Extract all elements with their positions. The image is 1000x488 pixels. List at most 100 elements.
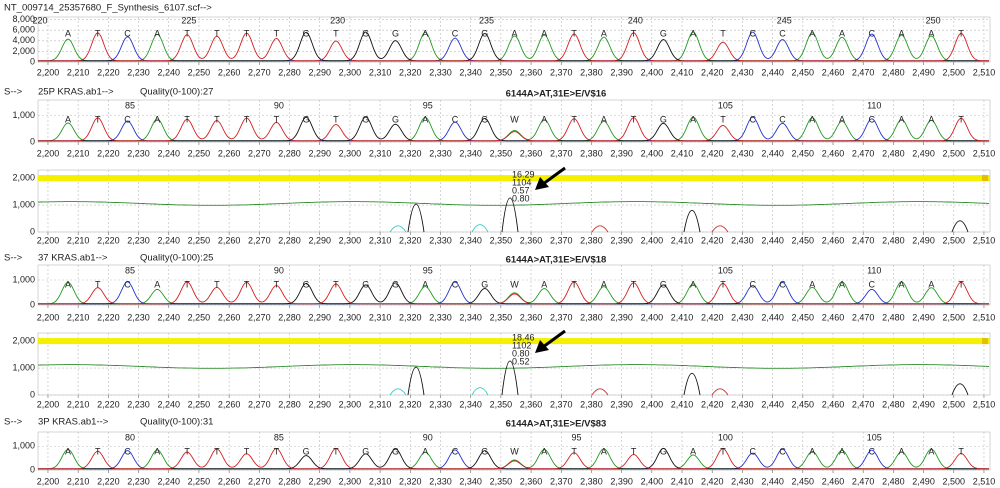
base-call: C <box>124 446 131 456</box>
x-tick-label: 2,340 <box>459 235 482 245</box>
sample-name: 37 KRAS.ab1--> <box>38 253 108 264</box>
x-tick-label: 2,350 <box>490 67 513 77</box>
x-tick-label: 2,280 <box>278 399 301 409</box>
arrow <box>542 166 566 186</box>
base-call: A <box>928 279 934 289</box>
x-tick-label: 2,220 <box>97 235 120 245</box>
y-tick-label: 1,000 <box>12 199 35 209</box>
x-tick-label: 2,350 <box>490 235 513 245</box>
x-tick-label: 2,390 <box>610 148 633 158</box>
base-position: 95 <box>572 432 582 442</box>
x-tick-label: 2,400 <box>641 312 664 322</box>
base-call: A <box>839 446 845 456</box>
x-tick-label: 2,460 <box>822 312 845 322</box>
x-tick-label: 2,450 <box>792 312 815 322</box>
x-tick-label: 2,280 <box>278 235 301 245</box>
x-tick-label: 2,360 <box>520 67 543 77</box>
x-tick-label: 2,410 <box>671 235 694 245</box>
x-tick-label: 2,470 <box>852 399 875 409</box>
x-tick-label: 2,320 <box>399 235 422 245</box>
base-call: T <box>274 114 280 124</box>
base-call: G <box>481 114 488 124</box>
x-tick-label: 2,280 <box>278 148 301 158</box>
x-tick-label: 2,490 <box>912 399 935 409</box>
x-tick-label: 2,460 <box>822 476 845 486</box>
y-tick-label: 1,000 <box>12 441 35 451</box>
x-tick-label: 2,270 <box>248 399 271 409</box>
x-tick-label: 2,300 <box>339 235 362 245</box>
base-call: T <box>720 114 726 124</box>
base-call: C <box>779 114 786 124</box>
base-call: T <box>720 28 726 38</box>
base-call: T <box>571 114 577 124</box>
base-call: C <box>779 446 786 456</box>
base-position: 105 <box>718 100 733 110</box>
x-tick-label: 2,410 <box>671 399 694 409</box>
y-tick-label: 0 <box>30 389 35 399</box>
sample-prefix: S--> <box>4 87 23 98</box>
x-tick-label: 2,220 <box>97 148 120 158</box>
difference-annotation: 18.46 <box>512 332 535 342</box>
x-tick-label: 2,510 <box>973 148 996 158</box>
x-tick-label: 2,310 <box>369 235 392 245</box>
y-tick-label: 1,000 <box>12 362 35 372</box>
x-tick-label: 2,490 <box>912 312 935 322</box>
trace-t <box>38 117 989 142</box>
base-call: C <box>749 446 756 456</box>
y-tick-label: 1,000 <box>12 274 35 284</box>
x-tick-label: 2,400 <box>641 235 664 245</box>
x-tick-label: 2,410 <box>671 67 694 77</box>
base-call: A <box>541 28 547 38</box>
base-call: G <box>392 114 399 124</box>
arrow-head <box>535 177 549 190</box>
difference-peak <box>683 373 701 396</box>
x-tick-label: 2,300 <box>339 476 362 486</box>
x-tick-label: 2,460 <box>822 148 845 158</box>
base-call: A <box>154 279 160 289</box>
mutation: 6144A>AT,31E>E/V$83 <box>506 419 607 430</box>
difference-peak <box>407 203 425 233</box>
base-call: G <box>660 446 667 456</box>
x-tick-label: 2,270 <box>248 148 271 158</box>
base-call: C <box>779 28 786 38</box>
x-tick-label: 2,200 <box>37 399 60 409</box>
difference-peak <box>711 225 729 233</box>
difference-peak <box>471 387 489 396</box>
base-call: A <box>422 279 428 289</box>
x-tick-label: 2,200 <box>37 67 60 77</box>
base-position: 95 <box>423 100 433 110</box>
y-tick-label: 0 <box>30 56 35 66</box>
x-tick-label: 2,430 <box>731 399 754 409</box>
base-call: A <box>839 28 845 38</box>
base-call: G <box>392 279 399 289</box>
x-tick-label: 2,230 <box>127 476 150 486</box>
x-tick-label: 2,290 <box>308 399 331 409</box>
difference-peak <box>683 210 701 233</box>
base-position: 240 <box>628 15 643 25</box>
x-tick-label: 2,340 <box>459 312 482 322</box>
base-call: A <box>154 446 160 456</box>
base-call: T <box>244 279 250 289</box>
x-tick-label: 2,390 <box>610 67 633 77</box>
x-tick-label: 2,490 <box>912 235 935 245</box>
x-tick-label: 2,290 <box>308 148 331 158</box>
x-tick-label: 2,230 <box>127 235 150 245</box>
x-tick-label: 2,380 <box>580 148 603 158</box>
base-position: 110 <box>867 265 881 275</box>
x-tick-label: 2,390 <box>610 235 633 245</box>
x-tick-label: 2,330 <box>429 399 452 409</box>
base-call: A <box>422 28 428 38</box>
base-call: T <box>333 114 339 124</box>
base-call: T <box>274 446 280 456</box>
x-tick-label: 2,250 <box>188 67 211 77</box>
difference-annotation: 0.52 <box>512 356 530 366</box>
x-tick-label: 2,310 <box>369 67 392 77</box>
x-tick-label: 2,220 <box>97 399 120 409</box>
x-tick-label: 2,350 <box>490 148 513 158</box>
base-position: 230 <box>330 15 345 25</box>
x-tick-label: 2,220 <box>97 476 120 486</box>
trace-t <box>38 32 989 62</box>
base-call: A <box>928 28 934 38</box>
x-tick-label: 2,210 <box>67 67 90 77</box>
base-call: T <box>274 28 280 38</box>
